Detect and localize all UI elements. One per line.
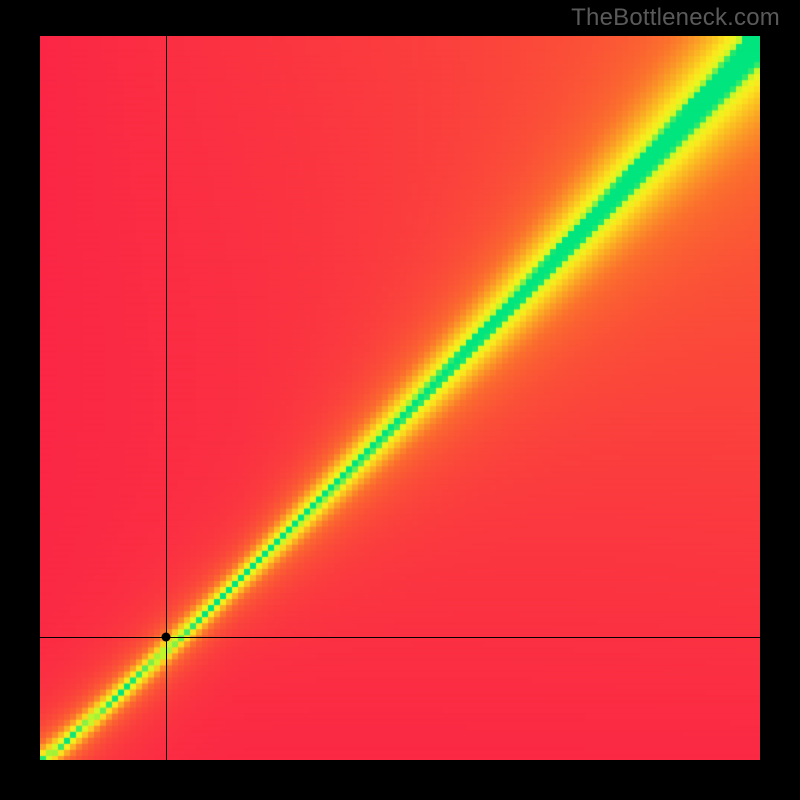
crosshair-horizontal	[40, 637, 760, 638]
crosshair-vertical	[166, 36, 167, 760]
plot-area	[40, 36, 760, 760]
chart-frame: TheBottleneck.com	[0, 0, 800, 800]
watermark-text: TheBottleneck.com	[571, 4, 780, 32]
heatmap-canvas	[40, 36, 760, 760]
crosshair-marker	[162, 632, 171, 641]
